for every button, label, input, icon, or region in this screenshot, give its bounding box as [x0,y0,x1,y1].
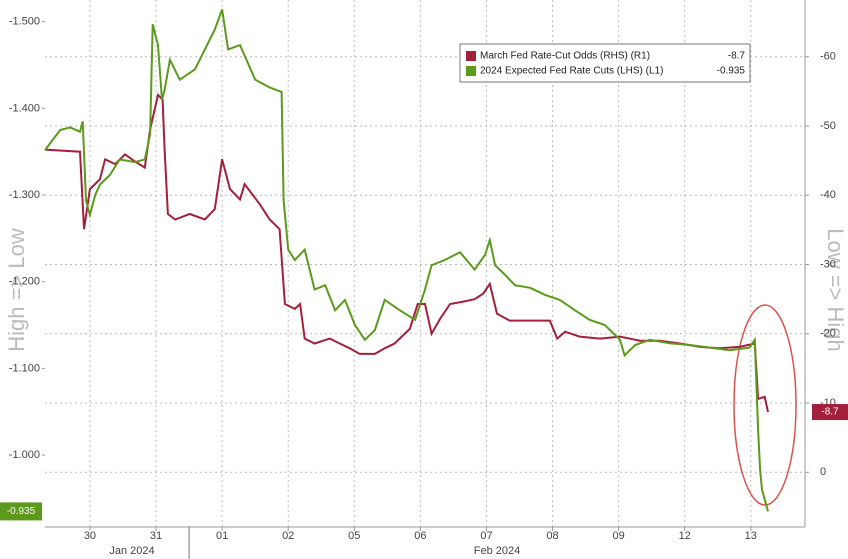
y-tick-label: -1.400 [9,102,40,114]
x-tick-label: 06 [414,530,426,542]
x-tick-label: 07 [480,530,492,542]
grid [45,0,805,527]
last-value-label: -0.935 [7,506,36,517]
x-tick-label: 08 [546,530,558,542]
y2-tick-label: -40 [820,189,836,201]
legend-swatch [466,51,476,61]
last-value-tag [812,404,848,421]
legend-swatch [466,66,476,76]
y2-tick-label: 0 [820,466,826,478]
series-line [44,92,769,413]
x-tick-label: 13 [745,530,757,542]
y-tick-label: -1.100 [9,362,40,374]
last-value-label: -8.7 [821,407,839,418]
legend: March Fed Rate-Cut Odds (RHS) (R1) -8.7 20… [459,43,751,83]
legend-label: 2024 Expected Fed Rate Cuts (LHS) (L1) [480,66,663,77]
y-tick-label: -1.200 [9,276,40,288]
y2-tick-label: -30 [820,258,836,270]
y2-axis-label: Low => High [823,228,848,352]
y-tick-label: -1.300 [9,189,40,201]
highlight-ellipse [733,304,797,506]
y-axis-label: High => Low [4,228,29,352]
x-tick-label: 05 [348,530,360,542]
y2-tick-label: -20 [820,328,836,340]
x-tick-label: 01 [216,530,228,542]
legend-value: -0.935 [717,66,746,77]
y2-tick-label: -50 [820,120,836,132]
x-tick-label: 30 [84,530,96,542]
series-line [44,9,769,512]
x-tick-label: 02 [282,530,294,542]
x-tick-label: 12 [679,530,691,542]
y2-tick-label: -60 [820,51,836,63]
x-group-label: Jan 2024 [109,545,154,557]
y-tick-label: -1.500 [9,16,40,28]
last-value-tag [0,502,42,521]
x-tick-label: 09 [613,530,625,542]
y-tick-label: -1.000 [9,449,40,461]
legend-box [459,43,751,83]
x-group-label: Feb 2024 [474,545,520,557]
x-tick-label: 31 [150,530,162,542]
legend-value: -8.7 [728,51,746,62]
legend-label: March Fed Rate-Cut Odds (RHS) (R1) [480,51,650,62]
